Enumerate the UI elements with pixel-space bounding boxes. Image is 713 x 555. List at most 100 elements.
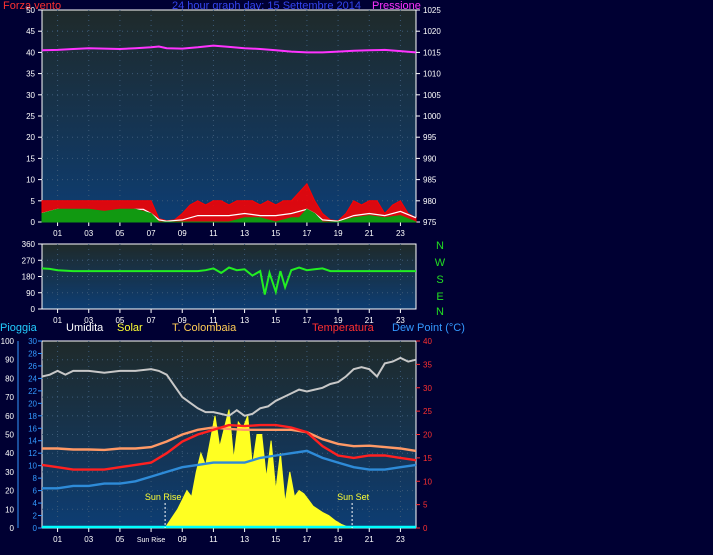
wind-ylabel-4: 20 xyxy=(26,133,35,142)
solar-ylabel-14: 28 xyxy=(28,349,37,358)
direction-x-label-2: 05 xyxy=(115,316,124,325)
direction-ylabel-4: 360 xyxy=(22,240,36,249)
wind-x-label-11: 23 xyxy=(396,229,405,238)
legend-2: Solar xyxy=(117,322,143,334)
dew-point-line xyxy=(42,449,417,490)
compass-label-0: N xyxy=(436,240,444,252)
graph-title: 24 hour graph day: 15 Settembre 2014 xyxy=(172,0,361,12)
wind-ylabel-6: 30 xyxy=(26,91,35,100)
wind-ylabel-1: 5 xyxy=(31,197,36,206)
rain-ylabel-7: 70 xyxy=(5,393,14,402)
pressure-axis-title: Pressione xyxy=(372,0,421,12)
weather-x-label-1: 03 xyxy=(84,535,93,544)
direction-x-label-10: 21 xyxy=(365,316,374,325)
temp-ylabel-0: 0 xyxy=(423,524,428,533)
pressure-ylabel-7: 1010 xyxy=(423,70,441,79)
temp-ylabel-5: 25 xyxy=(423,407,432,416)
direction-x-label-6: 13 xyxy=(240,316,249,325)
wind-x-label-2: 05 xyxy=(115,229,124,238)
rain-ylabel-5: 50 xyxy=(5,431,14,440)
compass-label-4: N xyxy=(436,306,444,318)
wind-ylabel-8: 40 xyxy=(26,48,35,57)
direction-x-label-1: 03 xyxy=(84,316,93,325)
wind-x-label-3: 07 xyxy=(147,229,156,238)
legend-5: Dew Point (°C) xyxy=(392,322,465,334)
weather-x-label-2: 05 xyxy=(115,535,124,544)
rain-ylabel-9: 90 xyxy=(5,356,14,365)
weather-x-label-4: 09 xyxy=(178,535,187,544)
wind-x-label-5: 11 xyxy=(209,229,218,238)
temp-ylabel-3: 15 xyxy=(423,454,432,463)
colombaia-line xyxy=(42,426,417,453)
rain-ylabel-1: 10 xyxy=(5,505,14,514)
solar-ylabel-9: 18 xyxy=(28,412,37,421)
solar-ylabel-3: 6 xyxy=(33,487,38,496)
rain-ylabel-3: 30 xyxy=(5,468,14,477)
solar-ylabel-2: 4 xyxy=(33,499,38,508)
wind-series-green xyxy=(41,208,417,223)
pressure-ylabel-2: 985 xyxy=(423,176,437,185)
weather-x-label-9: 19 xyxy=(334,535,343,544)
solar-ylabel-11: 22 xyxy=(28,387,37,396)
solar-ylabel-10: 20 xyxy=(28,399,37,408)
direction-x-label-8: 17 xyxy=(302,316,311,325)
weather-x-label-8: 17 xyxy=(302,535,311,544)
solar-ylabel-12: 24 xyxy=(28,374,37,383)
direction-x-label-5: 11 xyxy=(209,316,218,325)
pressure-ylabel-8: 1015 xyxy=(423,48,441,57)
wind-plot-area xyxy=(41,9,417,223)
weather-x-label-0: 01 xyxy=(53,535,62,544)
direction-x-label-3: 07 xyxy=(147,316,156,325)
solar-ylabel-4: 8 xyxy=(33,474,38,483)
weather-x-label-6: 13 xyxy=(240,535,249,544)
rain-ylabel-6: 60 xyxy=(5,412,14,421)
wind-x-label-0: 01 xyxy=(53,229,62,238)
rain-ylabel-4: 40 xyxy=(5,449,14,458)
wind-ylabel-0: 0 xyxy=(31,218,36,227)
direction-x-label-0: 01 xyxy=(53,316,62,325)
pressure-line xyxy=(41,44,417,54)
rain-ylabel-0: 0 xyxy=(10,524,15,533)
pressure-ylabel-4: 995 xyxy=(423,133,437,142)
weather-x-label-10: 21 xyxy=(365,535,374,544)
direction-x-label-11: 23 xyxy=(396,316,405,325)
legend-4: Temperatura xyxy=(312,322,375,334)
solar-ylabel-8: 16 xyxy=(28,424,37,433)
temp-ylabel-4: 20 xyxy=(423,431,432,440)
solar-ylabel-13: 26 xyxy=(28,362,37,371)
direction-plot-area xyxy=(41,243,417,310)
compass-label-3: E xyxy=(436,291,443,303)
direction-ylabel-1: 90 xyxy=(26,289,35,298)
direction-ylabel-2: 180 xyxy=(22,273,36,282)
pressure-ylabel-3: 990 xyxy=(423,154,437,163)
legend-0: Pioggia xyxy=(0,322,38,334)
wind-ylabel-3: 15 xyxy=(26,154,35,163)
wind-x-label-4: 09 xyxy=(178,229,187,238)
pressure-ylabel-10: 1025 xyxy=(423,6,441,15)
pressure-ylabel-0: 975 xyxy=(423,218,437,227)
direction-ylabel-0: 0 xyxy=(31,305,36,314)
wind-x-label-7: 15 xyxy=(271,229,280,238)
pressure-ylabel-5: 1000 xyxy=(423,112,441,121)
rain-ylabel-10: 100 xyxy=(1,337,15,346)
direction-x-label-4: 09 xyxy=(178,316,187,325)
temp-ylabel-1: 5 xyxy=(423,501,428,510)
wind-x-label-9: 19 xyxy=(334,229,343,238)
legend-3: T. Colombaia xyxy=(172,322,237,334)
wind-ylabel-7: 35 xyxy=(26,70,35,79)
weather-x-label-5: 11 xyxy=(209,535,218,544)
pressure-ylabel-9: 1020 xyxy=(423,27,441,36)
direction-ylabel-3: 270 xyxy=(22,256,36,265)
wind-x-label-10: 21 xyxy=(365,229,374,238)
wind-ylabel-5: 25 xyxy=(26,112,35,121)
pressure-ylabel-1: 980 xyxy=(423,197,437,206)
rain-ylabel-2: 20 xyxy=(5,487,14,496)
weather-x-label-7: 15 xyxy=(271,535,280,544)
solar-ylabel-1: 2 xyxy=(33,512,38,521)
solar-ylabel-5: 10 xyxy=(28,462,37,471)
direction-x-label-9: 19 xyxy=(334,316,343,325)
temperature-line xyxy=(41,423,417,471)
rain-ylabel-8: 80 xyxy=(5,374,14,383)
